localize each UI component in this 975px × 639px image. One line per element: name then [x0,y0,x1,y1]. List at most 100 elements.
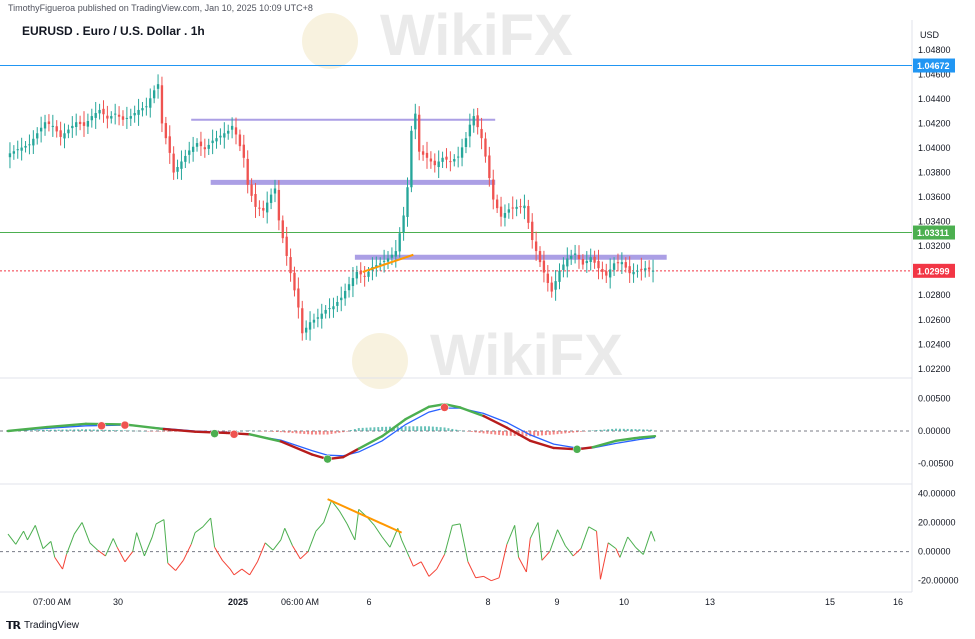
candle-body [184,155,187,162]
histogram-bar [307,431,310,435]
time-tick-label: 30 [113,597,123,607]
candle-body [593,256,596,263]
watermark-layer: WikiFX WikiFX [302,3,623,389]
oscillator-segment [381,536,391,548]
candle-body [488,155,491,179]
candle-body [612,263,616,270]
oscillator-segment [467,561,477,579]
oscillator-segment [202,517,212,528]
histogram-bar [544,431,547,436]
candle-body [651,270,655,272]
histogram-bar [236,431,239,432]
candle-body [605,271,608,276]
histogram-bar [521,431,524,437]
candle-body [262,207,265,211]
candle-body [281,220,284,239]
candle-body [616,262,620,264]
time-tick-label: 8 [485,597,490,607]
candle-body [20,147,23,151]
histogram-bar [104,429,107,431]
histogram-bar [291,431,294,434]
candle-body [172,153,175,173]
candle-body [421,151,425,155]
histogram-bar [365,427,368,431]
time-axis: 07:00 AM 30 2025 06:00 AM 6 8 9 10 13 15 16 [33,597,903,607]
histogram-bar [416,426,419,431]
oscillator-segment [436,554,445,570]
candle-body [219,135,222,138]
histogram-bar [474,431,477,433]
histogram-bar [131,430,134,432]
candle-body [141,108,144,111]
candle-body [180,161,183,169]
trend-line [362,253,414,273]
price-levels [0,65,912,272]
candle-body [577,254,581,260]
histogram-bar [439,427,442,431]
candle-body [82,122,86,126]
histogram-bar [81,429,84,431]
histogram-bar [611,428,614,431]
oscillator-segment [564,545,574,557]
histogram-bar [283,431,286,433]
histogram-bar [443,427,446,431]
oscillator-tick-label: 20.00000 [918,517,956,527]
oscillator-segment [580,526,590,549]
histogram-bar [135,430,138,432]
candle-body [129,116,132,119]
macd-line-segment [6,425,49,433]
histogram-bar [568,431,571,433]
oscillator-segment [627,536,636,548]
candle-body [570,255,573,259]
oscillator-segment [615,548,621,558]
oscillator-segment [444,525,453,555]
candle-body [585,260,588,264]
histogram-bar [217,431,220,432]
candle-body [640,268,643,270]
oscillator-segment [373,525,383,538]
oscillator-segment [163,519,169,564]
histogram-bar [626,428,629,431]
histogram-bar [65,429,68,431]
histogram-bar [45,429,48,431]
candle-body [86,120,90,127]
histogram-bar [435,426,438,431]
histogram-bar [377,427,380,431]
candle-body [445,156,448,160]
candle-body [597,260,600,269]
oscillator-segment [104,538,114,557]
candle-body [152,90,156,99]
histogram-bar [159,431,162,432]
price-tick-label: 1.03400 [918,217,951,227]
oscillator-segment [221,559,231,570]
horizontal-zones [191,118,667,260]
candle-body [90,116,93,121]
time-tick-label: 2025 [228,597,248,607]
histogram-bar [369,427,372,431]
oscillator-segment [190,532,196,545]
candle-body [293,272,296,291]
candle-body [542,260,546,273]
oscillator-segment [529,522,539,539]
candle-body [67,129,70,134]
candle-body [250,184,253,196]
oscillator-segment [420,561,430,577]
oscillator-segment [452,523,461,526]
footer-brand[interactable]: 𝗧𝗥 TradingView [6,619,79,632]
oscillator-segment [124,551,134,563]
oscillator-segment [596,531,601,580]
time-tick-label: 15 [825,597,835,607]
histogram-bar [221,431,224,432]
candle-body [94,113,97,118]
histogram-bar [579,431,582,432]
histogram-bar [120,430,123,431]
price-trend-line [362,253,414,273]
histogram-bar [49,429,52,431]
histogram-bar [244,430,247,432]
histogram-bar [303,431,306,434]
oscillator-segment [89,542,98,551]
oscillator-segment [408,557,414,567]
candle-body [382,260,386,262]
histogram-bar [349,430,352,431]
